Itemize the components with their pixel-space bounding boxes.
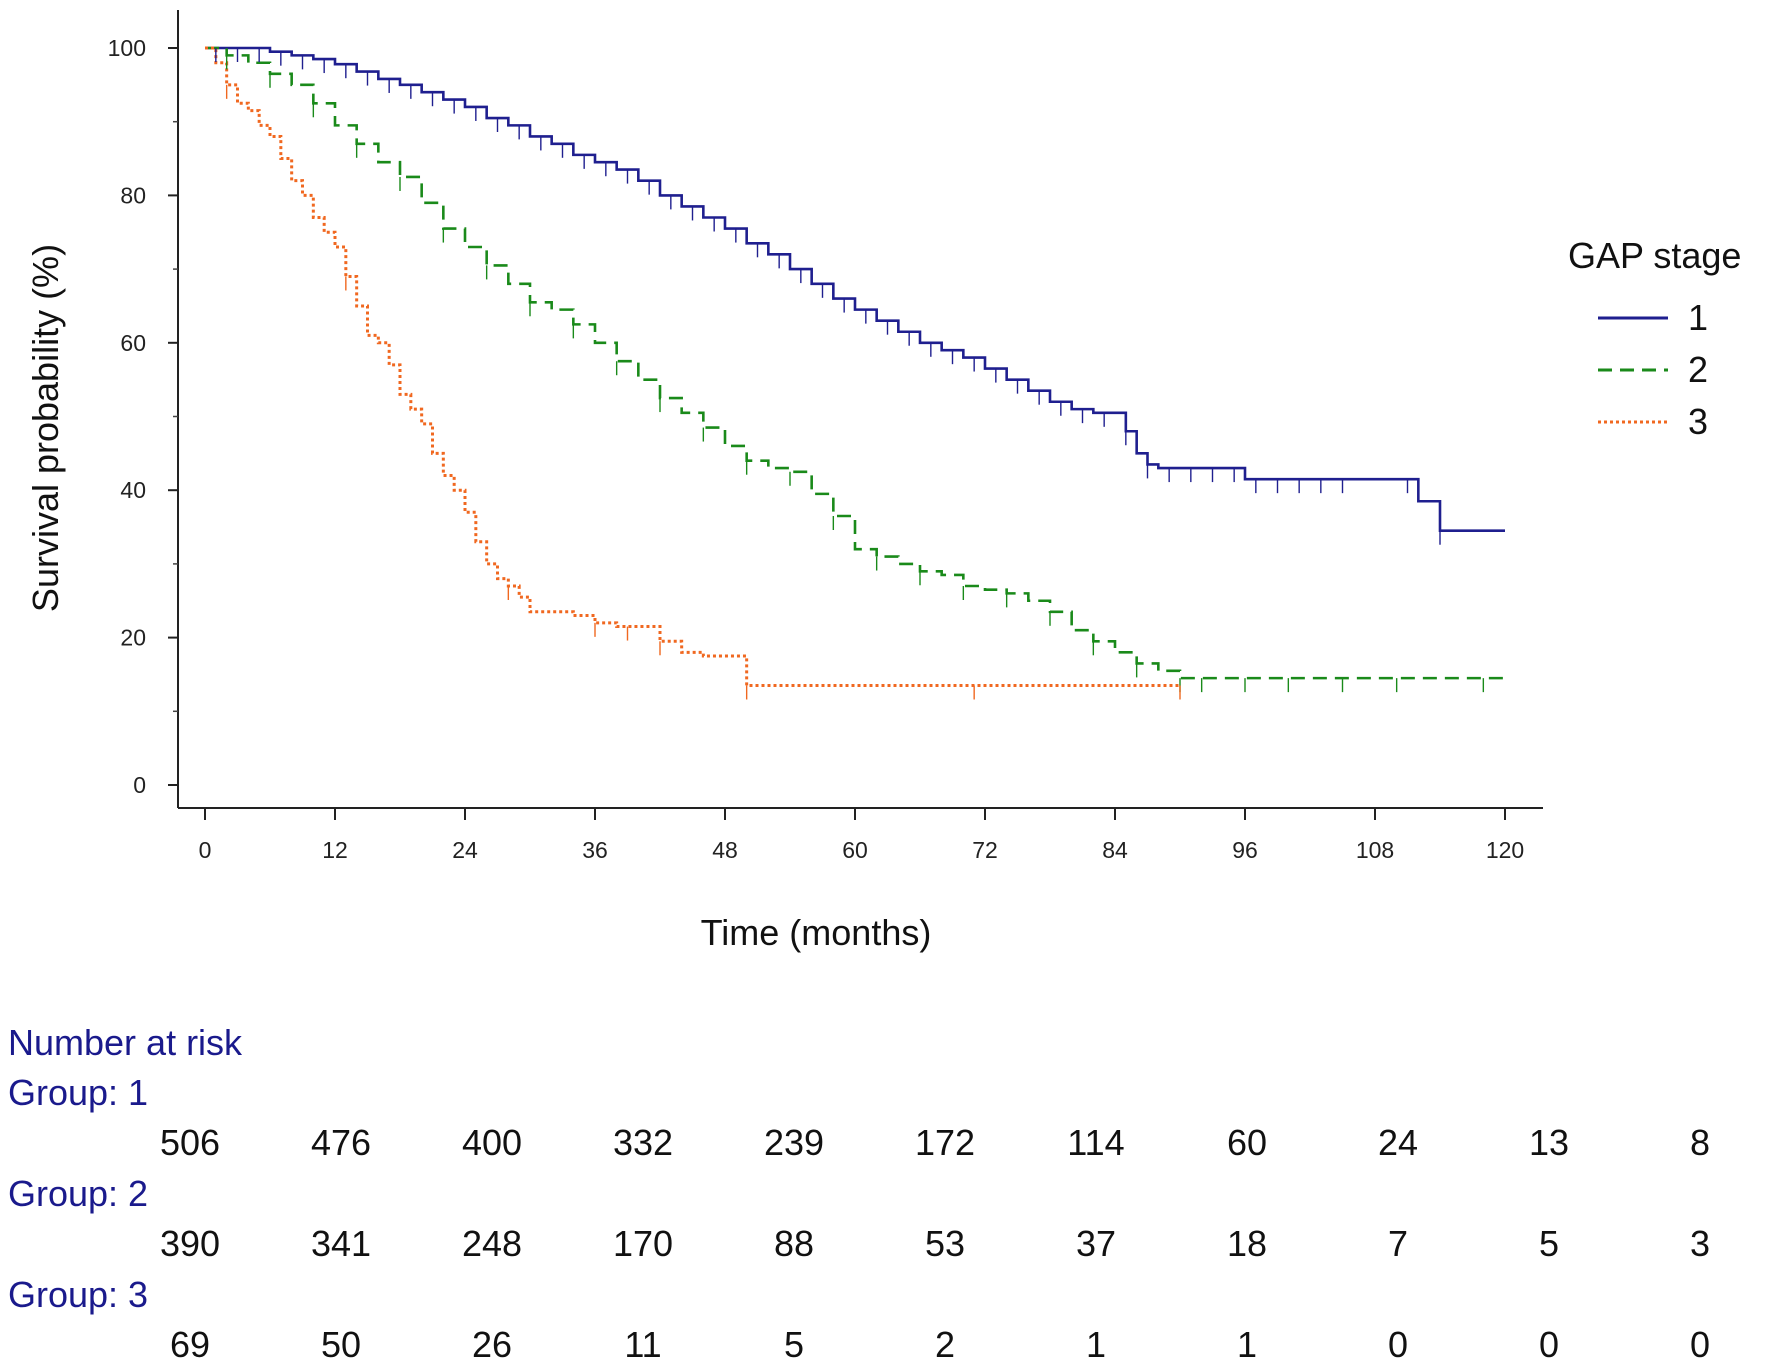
risk-value: 341 bbox=[311, 1223, 371, 1264]
risk-value: 3 bbox=[1690, 1223, 1710, 1264]
y-tick-label: 100 bbox=[108, 35, 146, 61]
y-tick-label: 40 bbox=[120, 477, 146, 503]
risk-group-label: Group: 3 bbox=[8, 1274, 148, 1315]
legend-title: GAP stage bbox=[1568, 235, 1741, 276]
risk-value: 239 bbox=[764, 1122, 824, 1163]
y-tick-label: 20 bbox=[120, 625, 146, 651]
risk-group-label: Group: 1 bbox=[8, 1072, 148, 1113]
risk-value: 0 bbox=[1690, 1324, 1710, 1361]
axes: 0 20 40 60 80 100 0 12 24 36 48 60 72 84 96 108 120 bbox=[108, 10, 1543, 863]
legend-label-3: 3 bbox=[1688, 401, 1708, 442]
risk-group-label: Group: 2 bbox=[8, 1173, 148, 1214]
risk-value: 26 bbox=[472, 1324, 512, 1361]
risk-value: 170 bbox=[613, 1223, 673, 1264]
risk-value: 5 bbox=[1539, 1223, 1559, 1264]
x-tick-label: 84 bbox=[1102, 837, 1128, 863]
risk-value: 69 bbox=[170, 1324, 210, 1361]
risk-value: 172 bbox=[915, 1122, 975, 1163]
risk-table-title: Number at risk bbox=[8, 1022, 243, 1063]
risk-value: 7 bbox=[1388, 1223, 1408, 1264]
x-tick-label: 12 bbox=[322, 837, 348, 863]
series-lines bbox=[205, 46, 1505, 688]
series-line-3 bbox=[205, 46, 1180, 688]
risk-value: 88 bbox=[774, 1223, 814, 1264]
risk-value: 5 bbox=[784, 1324, 804, 1361]
risk-value: 1 bbox=[1086, 1324, 1106, 1361]
series-line-2 bbox=[205, 46, 1505, 680]
x-tick-label: 36 bbox=[582, 837, 608, 863]
risk-value: 50 bbox=[321, 1324, 361, 1361]
risk-value: 506 bbox=[160, 1122, 220, 1163]
x-tick-label: 72 bbox=[972, 837, 998, 863]
risk-value: 37 bbox=[1076, 1223, 1116, 1264]
legend: GAP stage 1 2 3 bbox=[1568, 235, 1741, 442]
series-line-1 bbox=[205, 46, 1505, 533]
y-tick-label: 0 bbox=[133, 772, 146, 798]
risk-value: 8 bbox=[1690, 1122, 1710, 1163]
risk-value: 0 bbox=[1539, 1324, 1559, 1361]
risk-value: 60 bbox=[1227, 1122, 1267, 1163]
risk-value: 390 bbox=[160, 1223, 220, 1264]
risk-value: 476 bbox=[311, 1122, 371, 1163]
risk-value: 0 bbox=[1388, 1324, 1408, 1361]
censor-marks bbox=[215, 48, 1485, 700]
x-tick-label: 120 bbox=[1486, 837, 1524, 863]
risk-value: 114 bbox=[1067, 1122, 1124, 1163]
risk-value: 13 bbox=[1529, 1122, 1569, 1163]
risk-value: 400 bbox=[462, 1122, 522, 1163]
legend-label-2: 2 bbox=[1688, 349, 1708, 390]
risk-value: 18 bbox=[1227, 1223, 1267, 1264]
risk-value: 24 bbox=[1378, 1122, 1418, 1163]
x-axis-title: Time (months) bbox=[701, 912, 932, 953]
x-tick-label: 0 bbox=[199, 837, 212, 863]
risk-value: 53 bbox=[925, 1223, 965, 1264]
x-tick-label: 24 bbox=[452, 837, 478, 863]
risk-value: 11 bbox=[624, 1324, 661, 1361]
risk-value: 248 bbox=[462, 1223, 522, 1264]
x-tick-label: 108 bbox=[1356, 837, 1394, 863]
legend-label-1: 1 bbox=[1688, 297, 1708, 338]
x-tick-label: 48 bbox=[712, 837, 738, 863]
risk-value: 1 bbox=[1237, 1324, 1257, 1361]
x-tick-label: 60 bbox=[842, 837, 868, 863]
y-axis-title: Survival probability (%) bbox=[25, 244, 66, 612]
risk-value: 2 bbox=[935, 1324, 955, 1361]
y-tick-label: 60 bbox=[120, 330, 146, 356]
risk-value: 332 bbox=[613, 1122, 673, 1163]
y-tick-label: 80 bbox=[120, 182, 146, 208]
x-tick-label: 96 bbox=[1232, 837, 1258, 863]
